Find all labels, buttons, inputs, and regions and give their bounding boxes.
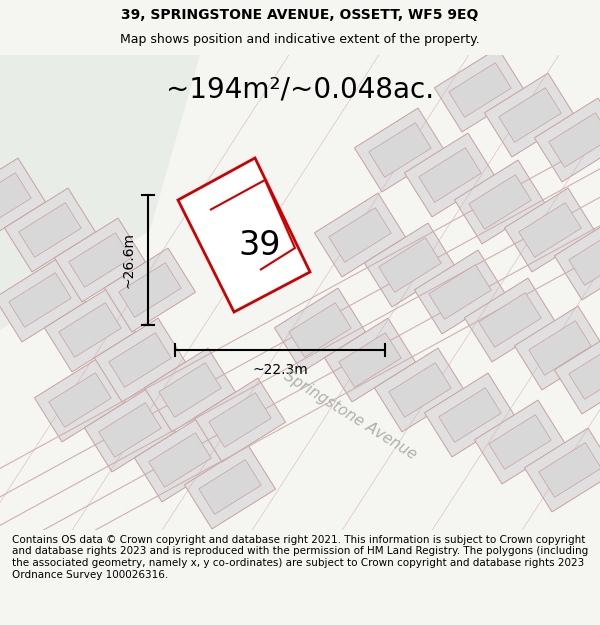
Polygon shape [49,372,111,428]
Polygon shape [19,202,81,258]
Text: Springstone Avenue: Springstone Avenue [281,368,419,462]
Polygon shape [439,388,501,442]
Polygon shape [9,272,71,328]
Polygon shape [355,108,446,192]
Polygon shape [524,428,600,512]
Polygon shape [55,218,146,302]
Polygon shape [0,158,46,242]
Polygon shape [99,402,161,458]
Polygon shape [519,202,581,258]
Polygon shape [505,188,596,272]
Polygon shape [549,112,600,168]
Polygon shape [159,362,221,418]
Text: Map shows position and indicative extent of the property.: Map shows position and indicative extent… [120,33,480,46]
Polygon shape [109,332,171,388]
Polygon shape [94,318,185,402]
Polygon shape [374,348,466,432]
Polygon shape [194,378,286,462]
Polygon shape [464,278,556,362]
Polygon shape [69,232,131,288]
Polygon shape [434,48,526,132]
Polygon shape [569,231,600,285]
Polygon shape [134,418,226,502]
Polygon shape [369,122,431,177]
Polygon shape [475,400,566,484]
Polygon shape [454,160,545,244]
Polygon shape [149,432,211,488]
Polygon shape [535,98,600,182]
Polygon shape [554,216,600,300]
Polygon shape [314,193,406,277]
Polygon shape [424,373,515,457]
Polygon shape [119,262,181,318]
Polygon shape [404,133,496,217]
Polygon shape [329,208,391,262]
Text: ~22.3m: ~22.3m [252,363,308,377]
Polygon shape [569,345,600,399]
Polygon shape [184,445,275,529]
Polygon shape [199,460,261,514]
Polygon shape [484,73,575,157]
Polygon shape [449,62,511,118]
Polygon shape [104,248,196,332]
Polygon shape [339,332,401,388]
Polygon shape [34,358,125,442]
Polygon shape [274,288,365,372]
Polygon shape [325,318,416,402]
Polygon shape [419,148,481,202]
Text: ~26.6m: ~26.6m [121,232,135,288]
Polygon shape [514,306,600,390]
Polygon shape [209,392,271,448]
Polygon shape [85,388,176,472]
Polygon shape [479,292,541,348]
Polygon shape [499,88,561,142]
Text: Contains OS data © Crown copyright and database right 2021. This information is : Contains OS data © Crown copyright and d… [12,535,588,579]
Polygon shape [178,158,310,312]
Polygon shape [429,265,491,319]
Polygon shape [529,321,591,375]
Text: 39, SPRINGSTONE AVENUE, OSSETT, WF5 9EQ: 39, SPRINGSTONE AVENUE, OSSETT, WF5 9EQ [121,8,479,22]
Polygon shape [415,250,506,334]
Polygon shape [539,442,600,498]
Polygon shape [289,302,351,358]
Text: ~194m²/~0.048ac.: ~194m²/~0.048ac. [166,76,434,104]
Polygon shape [379,238,441,292]
Polygon shape [364,223,455,307]
Polygon shape [44,288,136,372]
Polygon shape [0,55,200,330]
Polygon shape [0,173,31,228]
Polygon shape [4,188,95,272]
Polygon shape [145,348,236,432]
Polygon shape [0,258,86,342]
Polygon shape [469,175,531,229]
Polygon shape [554,330,600,414]
Text: 39: 39 [238,229,281,262]
Polygon shape [389,362,451,418]
Polygon shape [489,415,551,469]
Polygon shape [59,302,121,358]
